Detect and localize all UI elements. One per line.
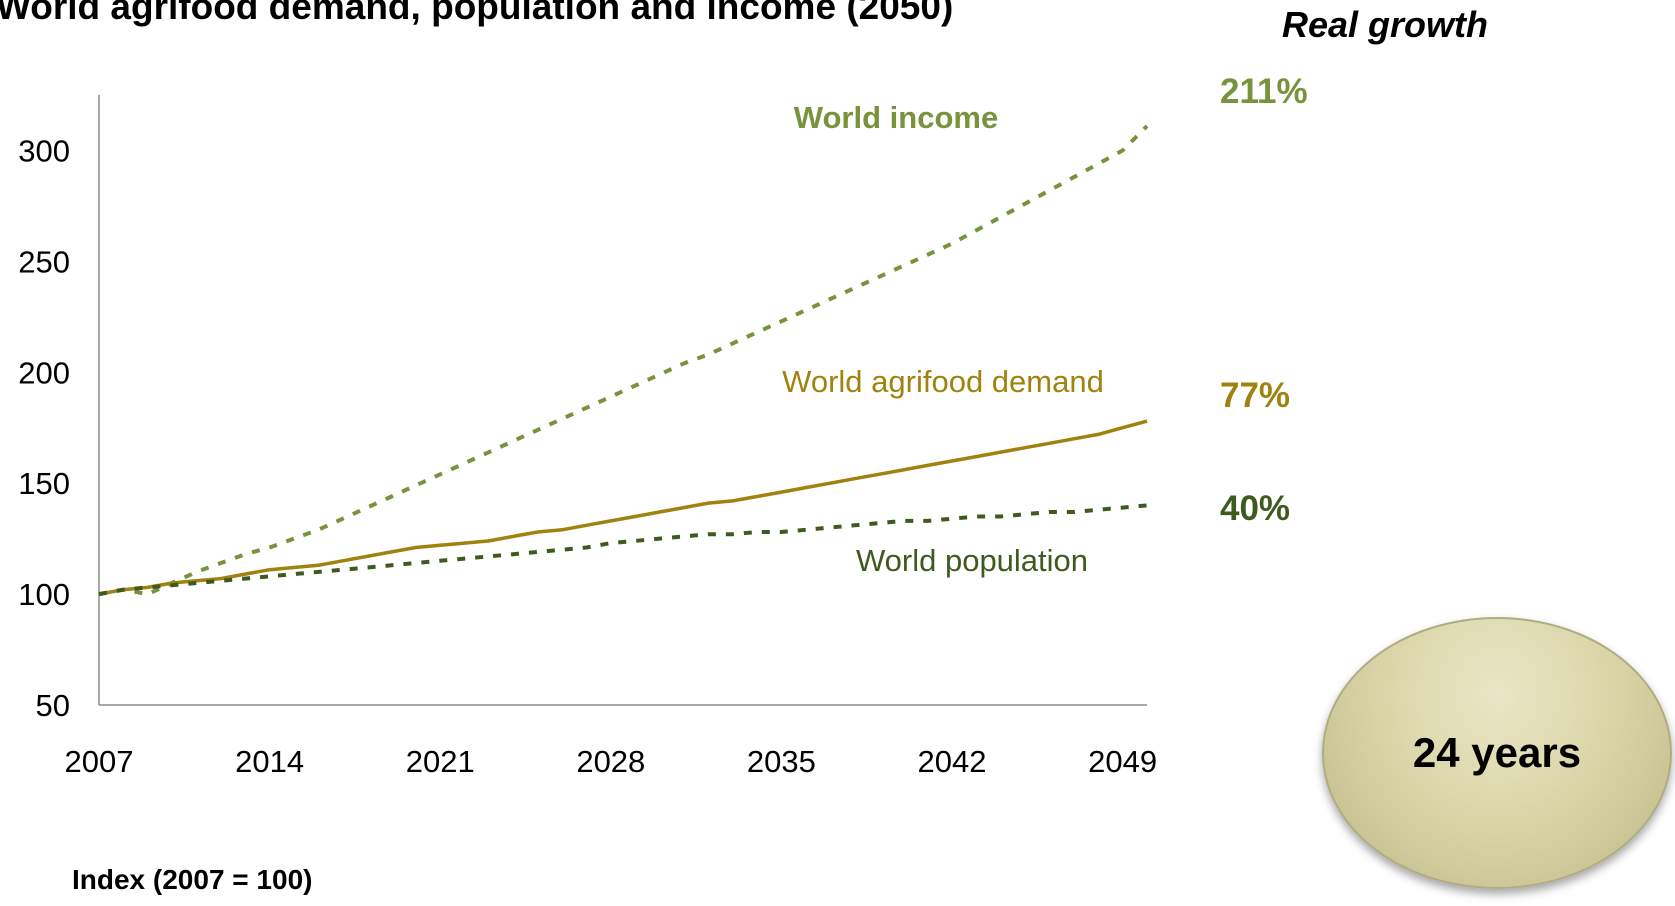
chart-title: World agrifood demand, population and in… (0, 0, 954, 27)
series-annotation: World agrifood demand (782, 364, 1104, 399)
series-line-2 (98, 503, 1148, 597)
years-badge-label: 24 years (1412, 729, 1582, 776)
series-annotations: World income World agrifood demand World p… (782, 100, 1104, 578)
y-tick-label: 100 (18, 577, 70, 612)
y-tick-label: 300 (18, 133, 70, 168)
y-axis-labels: 50 100 150 200 250 300 (18, 133, 70, 723)
x-tick-label: 2035 (747, 744, 816, 779)
years-badge: 24 years (1322, 617, 1672, 889)
x-tick-label: 2049 (1088, 744, 1157, 779)
series-line-1 (98, 419, 1148, 596)
x-tick-label: 2014 (235, 744, 304, 779)
y-tick-label: 200 (18, 355, 70, 390)
income-growth-value: 211% (1220, 72, 1308, 111)
x-tick-label: 2042 (918, 744, 987, 779)
x-tick-label: 2028 (576, 744, 645, 779)
real-growth-heading: Real growth (1282, 4, 1489, 45)
y-tick-label: 50 (36, 688, 70, 723)
index-note: Index (2007 = 100) (72, 864, 313, 895)
y-tick-label: 250 (18, 244, 70, 279)
chart-axes (98, 95, 1147, 706)
x-tick-label: 2021 (406, 744, 475, 779)
population-growth-value: 40% (1220, 489, 1291, 528)
agrifood-growth-value: 77% (1220, 376, 1291, 415)
y-tick-label: 150 (18, 466, 70, 501)
series-line-0 (98, 124, 1149, 597)
series-annotation: World population (856, 543, 1088, 578)
x-tick-label: 2007 (65, 744, 134, 779)
series-lines (98, 124, 1149, 597)
x-axis-labels: 2007 2014 2021 2028 2035 2042 2049 (65, 744, 1158, 779)
series-annotation: World income (794, 100, 998, 135)
